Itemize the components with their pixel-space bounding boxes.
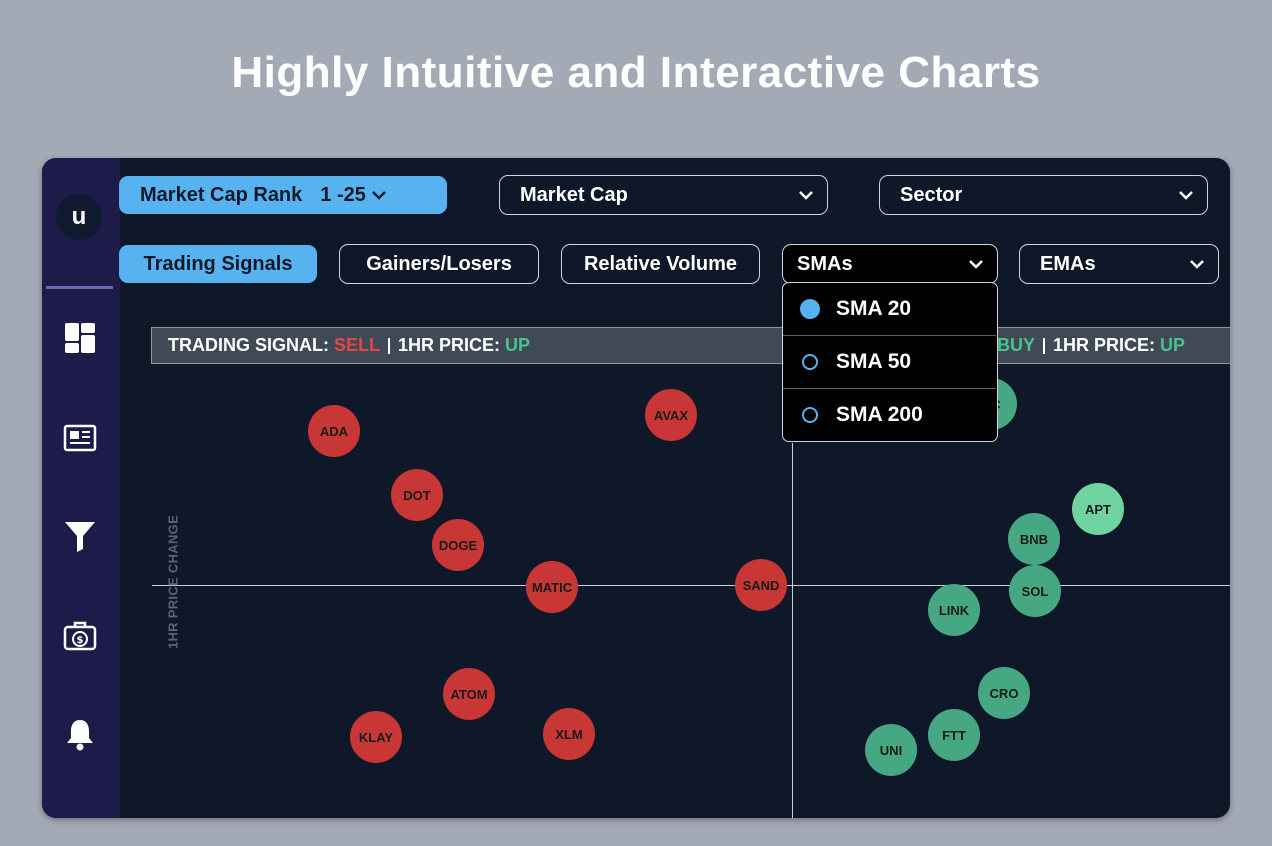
price-label: 1HR PRICE:	[1053, 335, 1156, 355]
chart-axis-vertical	[792, 443, 793, 818]
tab-relative-volume[interactable]: Relative Volume	[561, 244, 760, 284]
coin-bubble-xlm[interactable]: XLM	[543, 708, 595, 760]
coin-bubble-dot[interactable]: DOT	[391, 469, 443, 521]
portfolio-icon[interactable]: $	[62, 618, 98, 654]
emas-dropdown[interactable]: EMAs	[1019, 244, 1219, 284]
sector-label: Sector	[900, 183, 963, 206]
coin-bubble-link[interactable]: LINK	[928, 584, 980, 636]
coin-label: SAND	[742, 577, 780, 593]
chevron-down-icon	[969, 260, 983, 269]
chevron-down-icon	[1179, 191, 1193, 200]
sma-option-50[interactable]: SMA 50	[783, 336, 996, 389]
signal-right: BUY 1HR PRICE: UP	[997, 328, 1185, 363]
coin-bubble-sand[interactable]: SAND	[735, 559, 787, 611]
tab-gainers-losers[interactable]: Gainers/Losers	[339, 244, 539, 284]
signal-value-sell: SELL	[334, 335, 381, 355]
dashboard-icon[interactable]	[62, 320, 98, 356]
coin-label: DOGE	[438, 537, 478, 553]
svg-text:$: $	[77, 635, 84, 646]
sma-menu: SMA 20 SMA 50 SMA 200	[782, 282, 998, 442]
page-headline: Highly Intuitive and Interactive Charts	[231, 48, 1041, 97]
sma-option-200[interactable]: SMA 200	[783, 389, 996, 441]
market-cap-label: Market Cap	[520, 183, 628, 206]
filter-icon[interactable]	[62, 518, 98, 554]
sma-option-label: SMA 200	[836, 403, 923, 426]
logo-text: u	[71, 203, 87, 230]
bell-icon[interactable]	[62, 716, 98, 752]
divider	[1043, 337, 1046, 354]
sma-option-20[interactable]: SMA 20	[783, 283, 996, 336]
signal-left: TRADING SIGNAL: SELL 1HR PRICE: UP	[168, 328, 530, 363]
smas-label: SMAs	[797, 252, 853, 275]
tab-relative-volume-label: Relative Volume	[583, 252, 738, 275]
signal-bar: TRADING SIGNAL: SELL 1HR PRICE: UP BUY 1…	[151, 327, 1230, 364]
sma-option-label: SMA 20	[836, 297, 912, 320]
coin-bubble-klay[interactable]: KLAY	[350, 711, 402, 763]
app-window: u $ Market	[42, 158, 1230, 818]
app-logo[interactable]: u	[56, 194, 102, 240]
coin-label: FTT	[942, 727, 966, 743]
coin-bubble-sol[interactable]: SOL	[1009, 565, 1061, 617]
tab-trading-signals-label: Trading Signals	[143, 252, 293, 275]
coin-label: APT	[1085, 501, 1111, 517]
chevron-down-icon	[371, 191, 386, 200]
coin-bubble-bnb[interactable]: BNB	[1008, 513, 1060, 565]
coin-bubble-cro[interactable]: CRO	[978, 667, 1030, 719]
tab-gainers-losers-label: Gainers/Losers	[366, 252, 512, 275]
market-cap-dropdown[interactable]: Market Cap	[499, 175, 828, 215]
news-icon[interactable]	[62, 420, 98, 456]
coin-bubble-atom[interactable]: ATOM	[443, 668, 495, 720]
sidebar: u $	[42, 158, 120, 818]
radio-icon[interactable]	[802, 407, 818, 423]
price-value-up: UP	[505, 335, 531, 355]
coin-label: BNB	[1019, 531, 1049, 547]
chevron-down-icon	[1190, 260, 1204, 269]
coin-label: DOT	[403, 487, 431, 503]
divider	[388, 337, 391, 354]
sidebar-separator	[46, 286, 113, 289]
sma-option-label: SMA 50	[836, 350, 912, 373]
price-label: 1HR PRICE:	[398, 335, 501, 355]
radio-selected-icon[interactable]	[800, 299, 820, 319]
signal-label: TRADING SIGNAL:	[168, 335, 329, 355]
coin-bubble-avax[interactable]: AVAX	[645, 389, 697, 441]
coin-label: LINK	[938, 602, 970, 618]
coin-label: ATOM	[450, 686, 488, 702]
signal-value-buy: BUY	[997, 335, 1036, 355]
coin-bubble-ada[interactable]: ADA	[308, 405, 360, 457]
coin-label: CRO	[989, 685, 1019, 701]
coin-label: SOL	[1021, 583, 1049, 599]
emas-label: EMAs	[1040, 252, 1096, 275]
coin-label: KLAY	[358, 729, 394, 745]
y-axis-label: 1HR PRICE CHANGE	[165, 514, 181, 650]
coin-bubble-apt[interactable]: APT	[1072, 483, 1124, 535]
smas-dropdown[interactable]: SMAs	[782, 244, 998, 284]
coin-label: XLM	[555, 726, 583, 742]
coin-bubble-matic[interactable]: MATIC	[526, 561, 578, 613]
coin-label: ADA	[319, 423, 349, 439]
rank-value: 1 -25	[320, 183, 366, 206]
coin-bubble-ftt[interactable]: FTT	[928, 709, 980, 761]
coin-label: MATIC	[531, 579, 573, 595]
coin-bubble-doge[interactable]: DOGE	[432, 519, 484, 571]
price-value-up: UP	[1160, 335, 1186, 355]
rank-label: Market Cap Rank	[140, 183, 303, 206]
chevron-down-icon	[799, 191, 813, 200]
coin-label: AVAX	[653, 407, 689, 423]
chart-axis-horizontal	[152, 585, 1230, 586]
tab-trading-signals[interactable]: Trading Signals	[119, 245, 317, 283]
radio-icon[interactable]	[802, 354, 818, 370]
coin-label: UNI	[879, 742, 903, 758]
market-cap-rank-dropdown[interactable]: Market Cap Rank 1 -25	[119, 176, 447, 214]
sector-dropdown[interactable]: Sector	[879, 175, 1208, 215]
coin-bubble-uni[interactable]: UNI	[865, 724, 917, 776]
